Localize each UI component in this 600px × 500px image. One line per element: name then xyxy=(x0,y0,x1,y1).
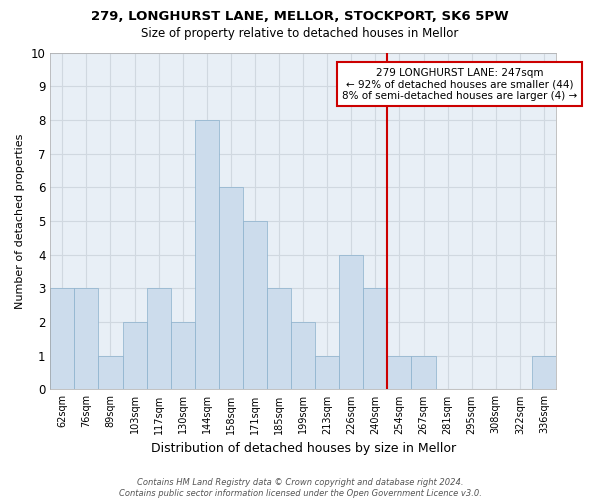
Bar xyxy=(219,188,243,390)
Bar xyxy=(170,322,195,390)
Bar xyxy=(267,288,291,390)
Bar xyxy=(412,356,436,390)
Bar xyxy=(315,356,339,390)
Bar xyxy=(339,254,364,390)
Bar xyxy=(195,120,219,390)
Bar xyxy=(291,322,315,390)
X-axis label: Distribution of detached houses by size in Mellor: Distribution of detached houses by size … xyxy=(151,442,455,455)
Bar xyxy=(50,288,74,390)
Text: Size of property relative to detached houses in Mellor: Size of property relative to detached ho… xyxy=(142,28,458,40)
Text: Contains HM Land Registry data © Crown copyright and database right 2024.
Contai: Contains HM Land Registry data © Crown c… xyxy=(119,478,481,498)
Bar xyxy=(388,356,412,390)
Bar xyxy=(532,356,556,390)
Bar xyxy=(98,356,122,390)
Bar xyxy=(364,288,388,390)
Bar xyxy=(74,288,98,390)
Bar xyxy=(122,322,146,390)
Bar xyxy=(243,221,267,390)
Text: 279 LONGHURST LANE: 247sqm
← 92% of detached houses are smaller (44)
8% of semi-: 279 LONGHURST LANE: 247sqm ← 92% of deta… xyxy=(342,68,577,101)
Bar xyxy=(146,288,170,390)
Text: 279, LONGHURST LANE, MELLOR, STOCKPORT, SK6 5PW: 279, LONGHURST LANE, MELLOR, STOCKPORT, … xyxy=(91,10,509,23)
Y-axis label: Number of detached properties: Number of detached properties xyxy=(15,134,25,308)
